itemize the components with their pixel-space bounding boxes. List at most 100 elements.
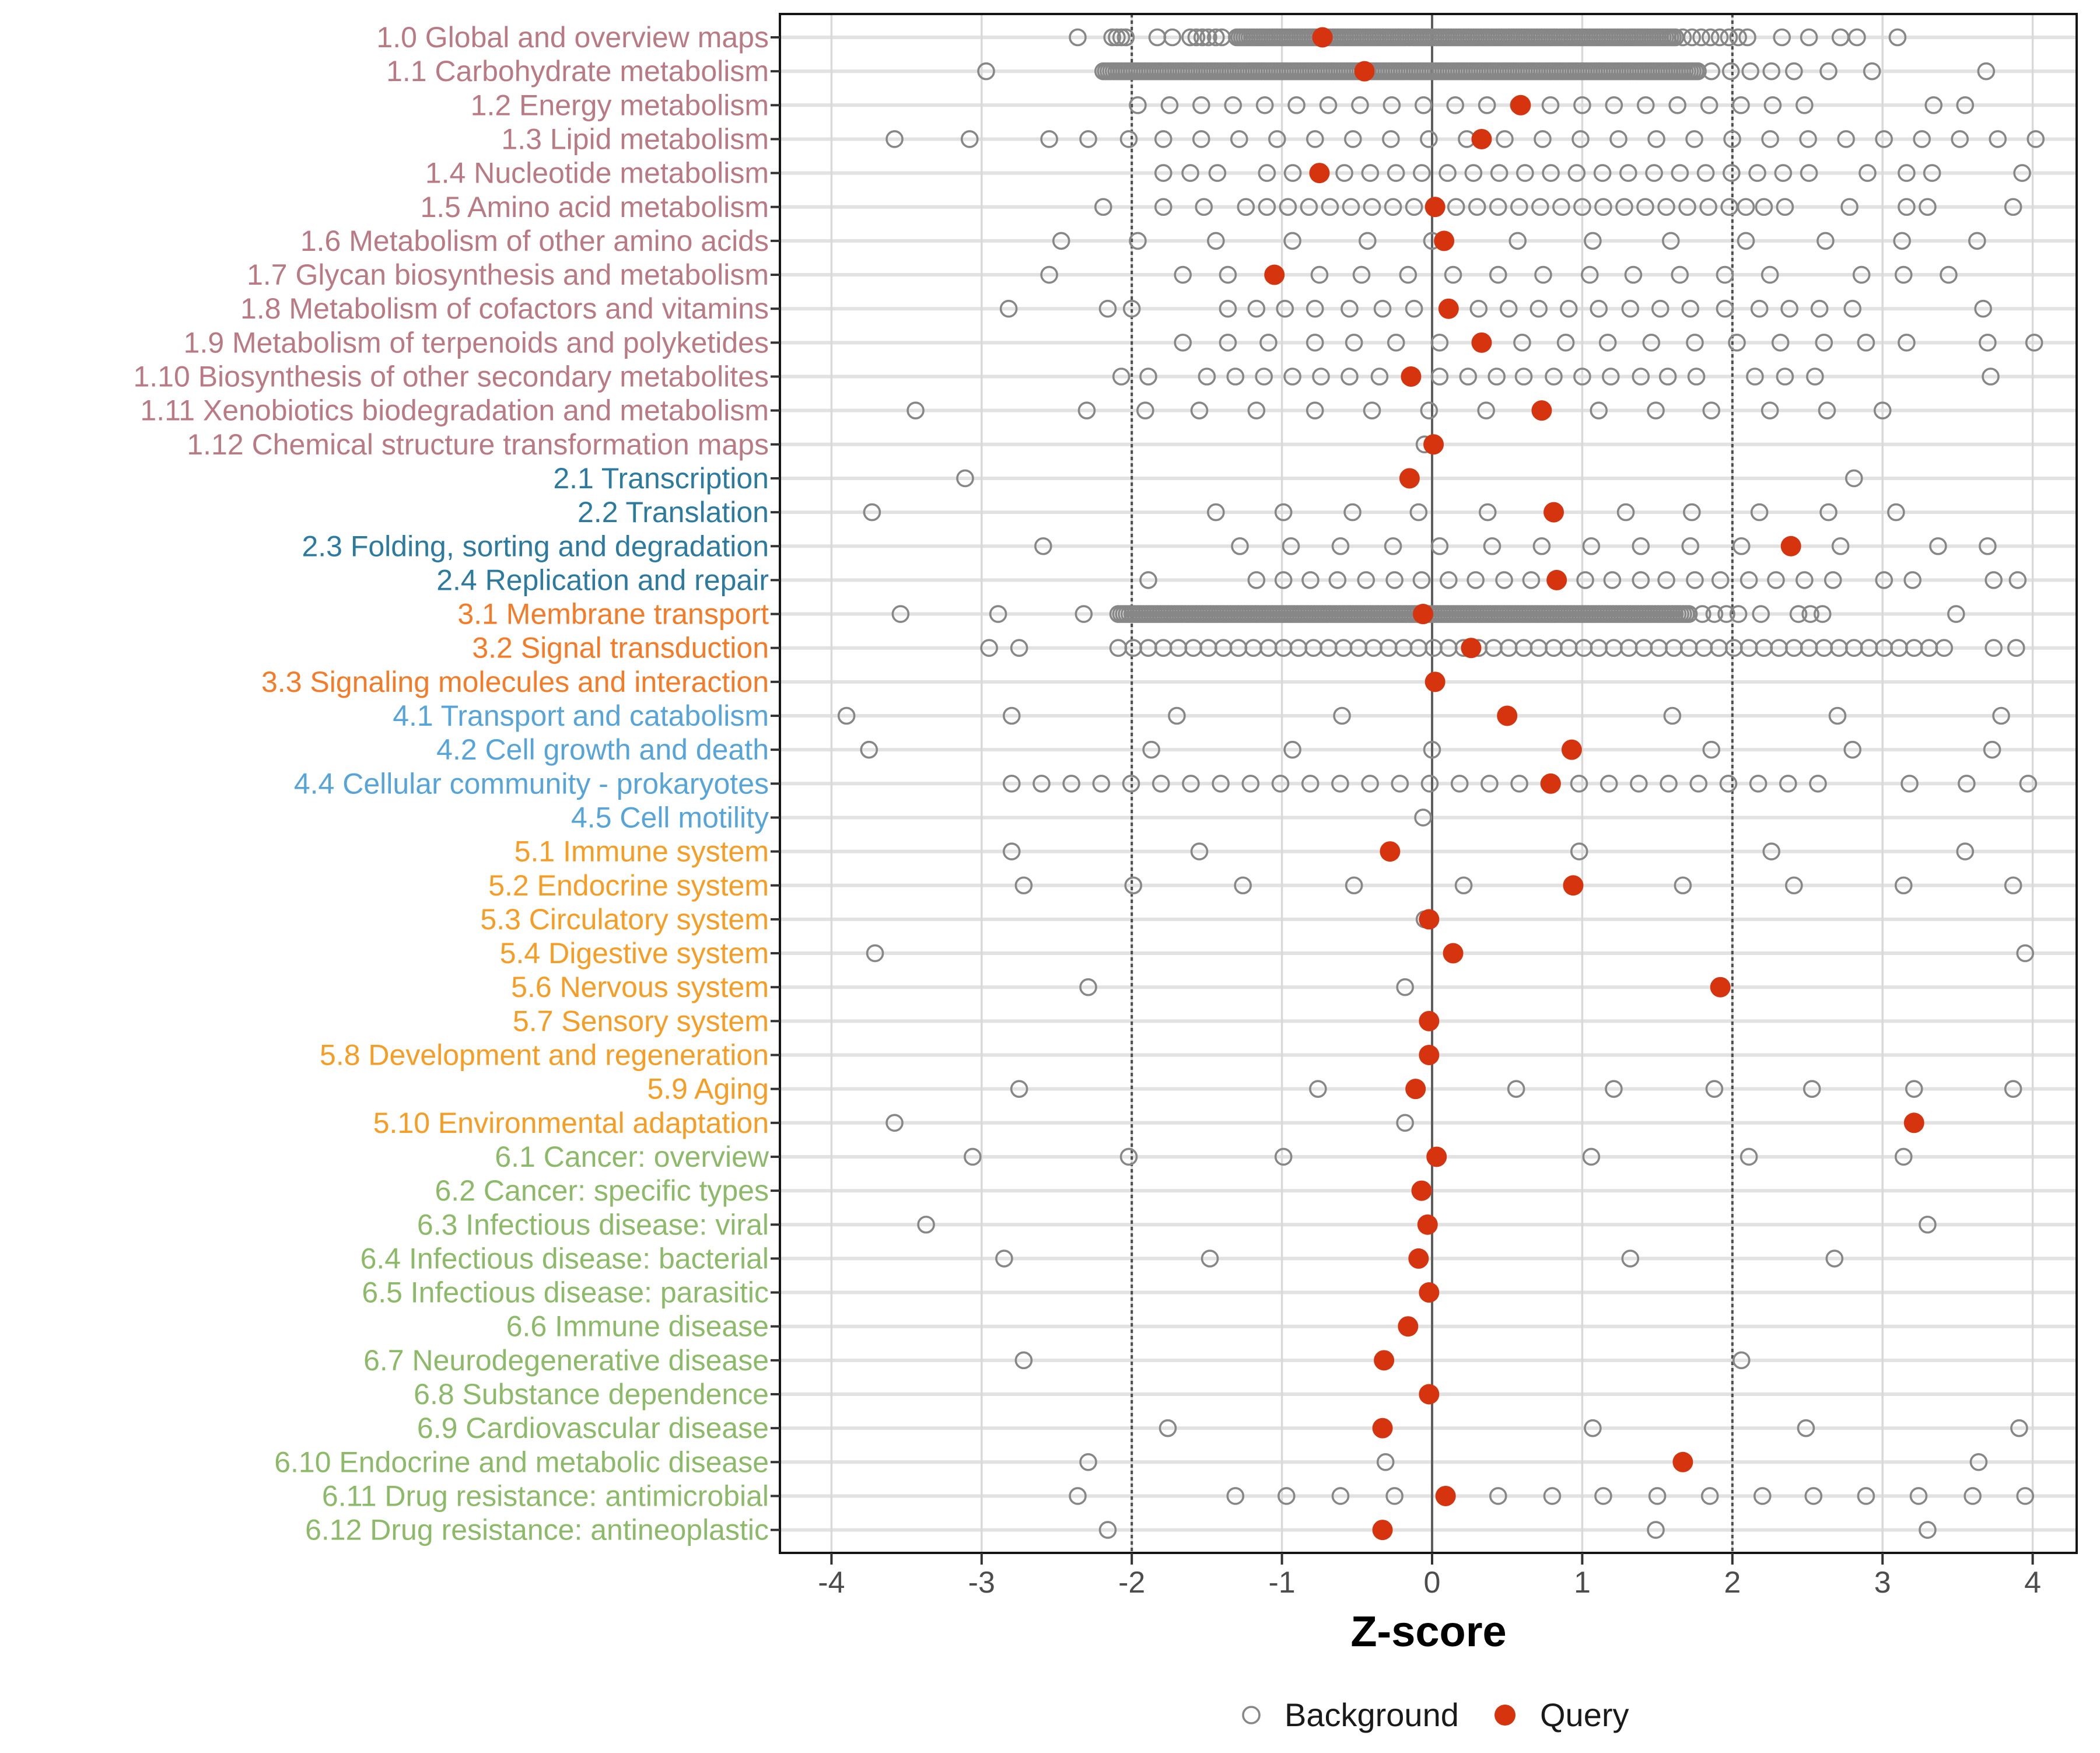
row-label: 5.8 Development and regeneration xyxy=(320,1039,769,1072)
background-point xyxy=(1306,299,1324,318)
background-point xyxy=(1069,1487,1087,1505)
row-label: 1.9 Metabolism of terpenoids and polyket… xyxy=(184,326,769,359)
background-point xyxy=(2013,164,2031,182)
background-point xyxy=(1345,334,1363,352)
background-point xyxy=(1817,232,1835,250)
query-point xyxy=(1424,197,1446,218)
x-axis-tick-label: -3 xyxy=(968,1566,995,1600)
query-point xyxy=(1434,230,1455,251)
row-label: 6.9 Cardiovascular disease xyxy=(417,1412,769,1444)
background-point xyxy=(1230,130,1248,148)
background-point xyxy=(1282,537,1300,555)
background-point xyxy=(1363,198,1381,216)
query-point xyxy=(1423,434,1444,455)
background-point xyxy=(1573,198,1591,216)
background-point xyxy=(1154,164,1172,182)
background-point xyxy=(1573,368,1591,386)
background-point xyxy=(1683,503,1701,522)
background-point xyxy=(1112,368,1130,386)
query-point xyxy=(1419,1384,1440,1405)
background-point xyxy=(1711,571,1730,589)
background-point xyxy=(1645,164,1663,182)
background-point xyxy=(960,130,979,148)
background-point xyxy=(1351,96,1369,114)
background-point xyxy=(1331,1487,1350,1505)
background-point xyxy=(2004,198,2022,216)
background-point xyxy=(1771,334,1790,352)
query-point xyxy=(1413,604,1434,625)
background-point xyxy=(1951,130,1969,148)
background-point xyxy=(1430,537,1449,555)
background-point xyxy=(1556,334,1575,352)
background-point xyxy=(1710,28,1729,47)
background-point xyxy=(1831,537,1850,555)
background-point xyxy=(1958,775,1976,793)
background-point xyxy=(1309,1080,1327,1098)
background-point xyxy=(1702,740,1721,759)
background-point xyxy=(1357,571,1376,589)
background-point xyxy=(1671,265,1689,284)
background-point xyxy=(1985,639,2003,657)
background-point xyxy=(980,639,998,657)
background-point xyxy=(1767,571,1785,589)
background-point xyxy=(1079,130,1097,148)
background-point xyxy=(1615,198,1633,216)
background-point xyxy=(1576,571,1594,589)
background-point xyxy=(1681,537,1700,555)
background-point xyxy=(1190,401,1209,419)
background-point xyxy=(1420,401,1438,419)
row-label: 5.4 Digestive system xyxy=(500,937,769,970)
background-point xyxy=(1237,198,1255,216)
background-point xyxy=(1499,299,1518,318)
row-label: 6.5 Infectious disease: parasitic xyxy=(362,1276,769,1309)
query-point xyxy=(1312,27,1333,48)
background-point xyxy=(1224,96,1242,114)
background-point xyxy=(1328,571,1347,589)
background-point xyxy=(2025,334,2043,352)
row-label: 1.2 Energy metabolism xyxy=(471,89,769,121)
query-point xyxy=(1424,671,1446,692)
background-point xyxy=(886,130,904,148)
background-point xyxy=(1207,28,1225,47)
background-point xyxy=(1122,299,1141,318)
background-point xyxy=(1621,1250,1640,1268)
query-point xyxy=(1710,977,1731,998)
background-point xyxy=(1534,265,1552,284)
background-point xyxy=(1624,265,1643,284)
background-point xyxy=(1898,334,1916,352)
background-point xyxy=(1678,198,1696,216)
row-label: 6.6 Immune disease xyxy=(506,1310,769,1343)
background-point xyxy=(907,401,925,419)
background-point xyxy=(1534,130,1552,148)
background-point xyxy=(1702,401,1721,419)
background-point xyxy=(1510,775,1528,793)
row-label: 5.9 Aging xyxy=(647,1073,769,1105)
background-point xyxy=(1590,299,1608,318)
row-label: 6.2 Cancer: specific types xyxy=(435,1174,769,1207)
background-point xyxy=(1440,571,1458,589)
background-point xyxy=(1405,299,1423,318)
background-point xyxy=(1810,299,1829,318)
background-point xyxy=(1825,1250,1844,1268)
background-point xyxy=(1399,265,1418,284)
legend-query-label: Query xyxy=(1540,1696,1629,1733)
background-point xyxy=(1779,775,1797,793)
background-point xyxy=(1034,537,1052,555)
background-point xyxy=(1420,130,1438,148)
background-point xyxy=(1982,368,2000,386)
background-point xyxy=(1590,401,1608,419)
background-point xyxy=(1681,299,1700,318)
row-label: 2.4 Replication and repair xyxy=(436,564,769,596)
background-point xyxy=(2016,944,2035,963)
background-point xyxy=(1174,334,1192,352)
background-point xyxy=(1647,1521,1665,1539)
background-point xyxy=(1648,1487,1667,1505)
background-point xyxy=(1340,368,1359,386)
background-point xyxy=(1002,706,1021,725)
query-point xyxy=(1471,128,1492,149)
background-point xyxy=(1750,299,1769,318)
background-point xyxy=(1679,605,1698,623)
query-point xyxy=(1399,468,1420,489)
background-point xyxy=(1740,571,1758,589)
background-point xyxy=(1283,232,1301,250)
